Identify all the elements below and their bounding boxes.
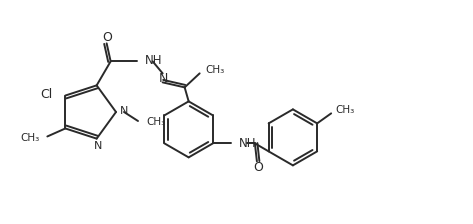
- Text: O: O: [253, 161, 263, 174]
- Text: NH: NH: [239, 137, 256, 150]
- Text: NH: NH: [145, 54, 162, 67]
- Text: CH₃: CH₃: [206, 65, 225, 75]
- Text: N: N: [94, 141, 102, 151]
- Text: O: O: [103, 31, 113, 44]
- Text: CH₃: CH₃: [335, 105, 354, 115]
- Text: N: N: [159, 72, 168, 85]
- Text: Cl: Cl: [40, 88, 53, 101]
- Text: N: N: [120, 106, 128, 116]
- Text: CH₃: CH₃: [20, 134, 39, 143]
- Text: CH₃: CH₃: [146, 117, 165, 127]
